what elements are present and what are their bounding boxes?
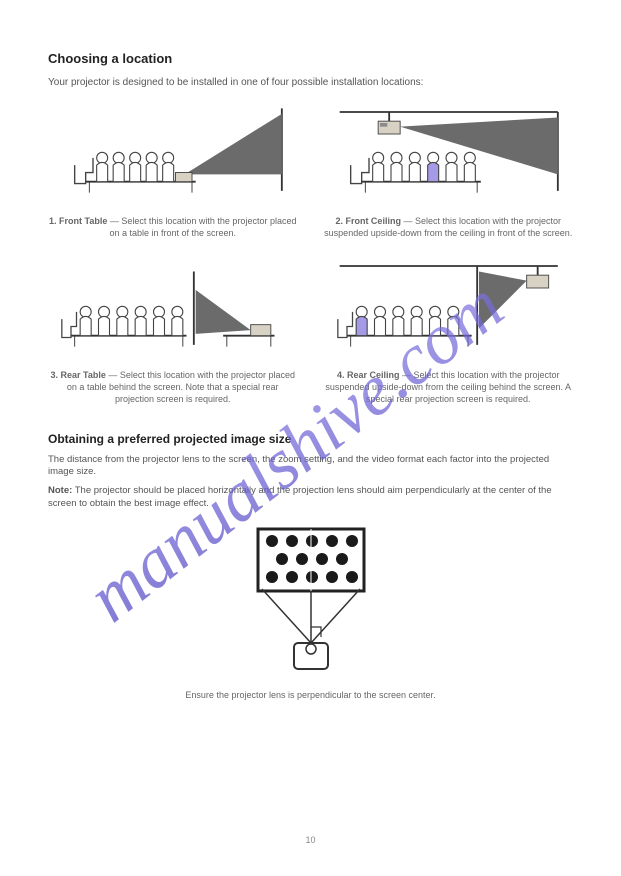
option-rear-ceiling: 4. Rear Ceiling — Select this location w… xyxy=(324,255,574,405)
note-perpendicular: Note: The projector should be placed hor… xyxy=(48,485,573,511)
diagram-front-table xyxy=(48,101,298,211)
page-title: Choosing a location xyxy=(48,50,573,68)
diagram-perpendicular xyxy=(236,523,386,683)
section-obtaining-title: Obtaining a preferred projected image si… xyxy=(48,431,573,447)
option-rear-table: 3. Rear Table — Select this location wit… xyxy=(48,255,298,405)
option-front-ceiling: 2. Front Ceiling — Select this location … xyxy=(324,101,574,241)
diagram-front-ceiling xyxy=(324,101,574,211)
figure-perpendicular-caption: Ensure the projector lens is perpendicul… xyxy=(48,689,573,701)
option-front-table: 1. Front Table — Select this location wi… xyxy=(48,101,298,241)
figure-perpendicular: Ensure the projector lens is perpendicul… xyxy=(48,523,573,702)
diagram-rear-ceiling xyxy=(324,255,574,365)
section-obtaining-body: The distance from the projector lens to … xyxy=(48,454,573,480)
page-number: 10 xyxy=(0,834,621,846)
option-front-ceiling-caption: 2. Front Ceiling — Select this location … xyxy=(324,215,574,241)
intro-text: Your projector is designed to be install… xyxy=(48,76,573,90)
option-rear-table-caption: 3. Rear Table — Select this location wit… xyxy=(48,369,298,405)
diagram-rear-table xyxy=(48,255,298,365)
option-front-table-caption: 1. Front Table — Select this location wi… xyxy=(48,215,298,241)
option-rear-ceiling-caption: 4. Rear Ceiling — Select this location w… xyxy=(324,369,574,405)
install-options-grid: 1. Front Table — Select this location wi… xyxy=(48,101,573,405)
